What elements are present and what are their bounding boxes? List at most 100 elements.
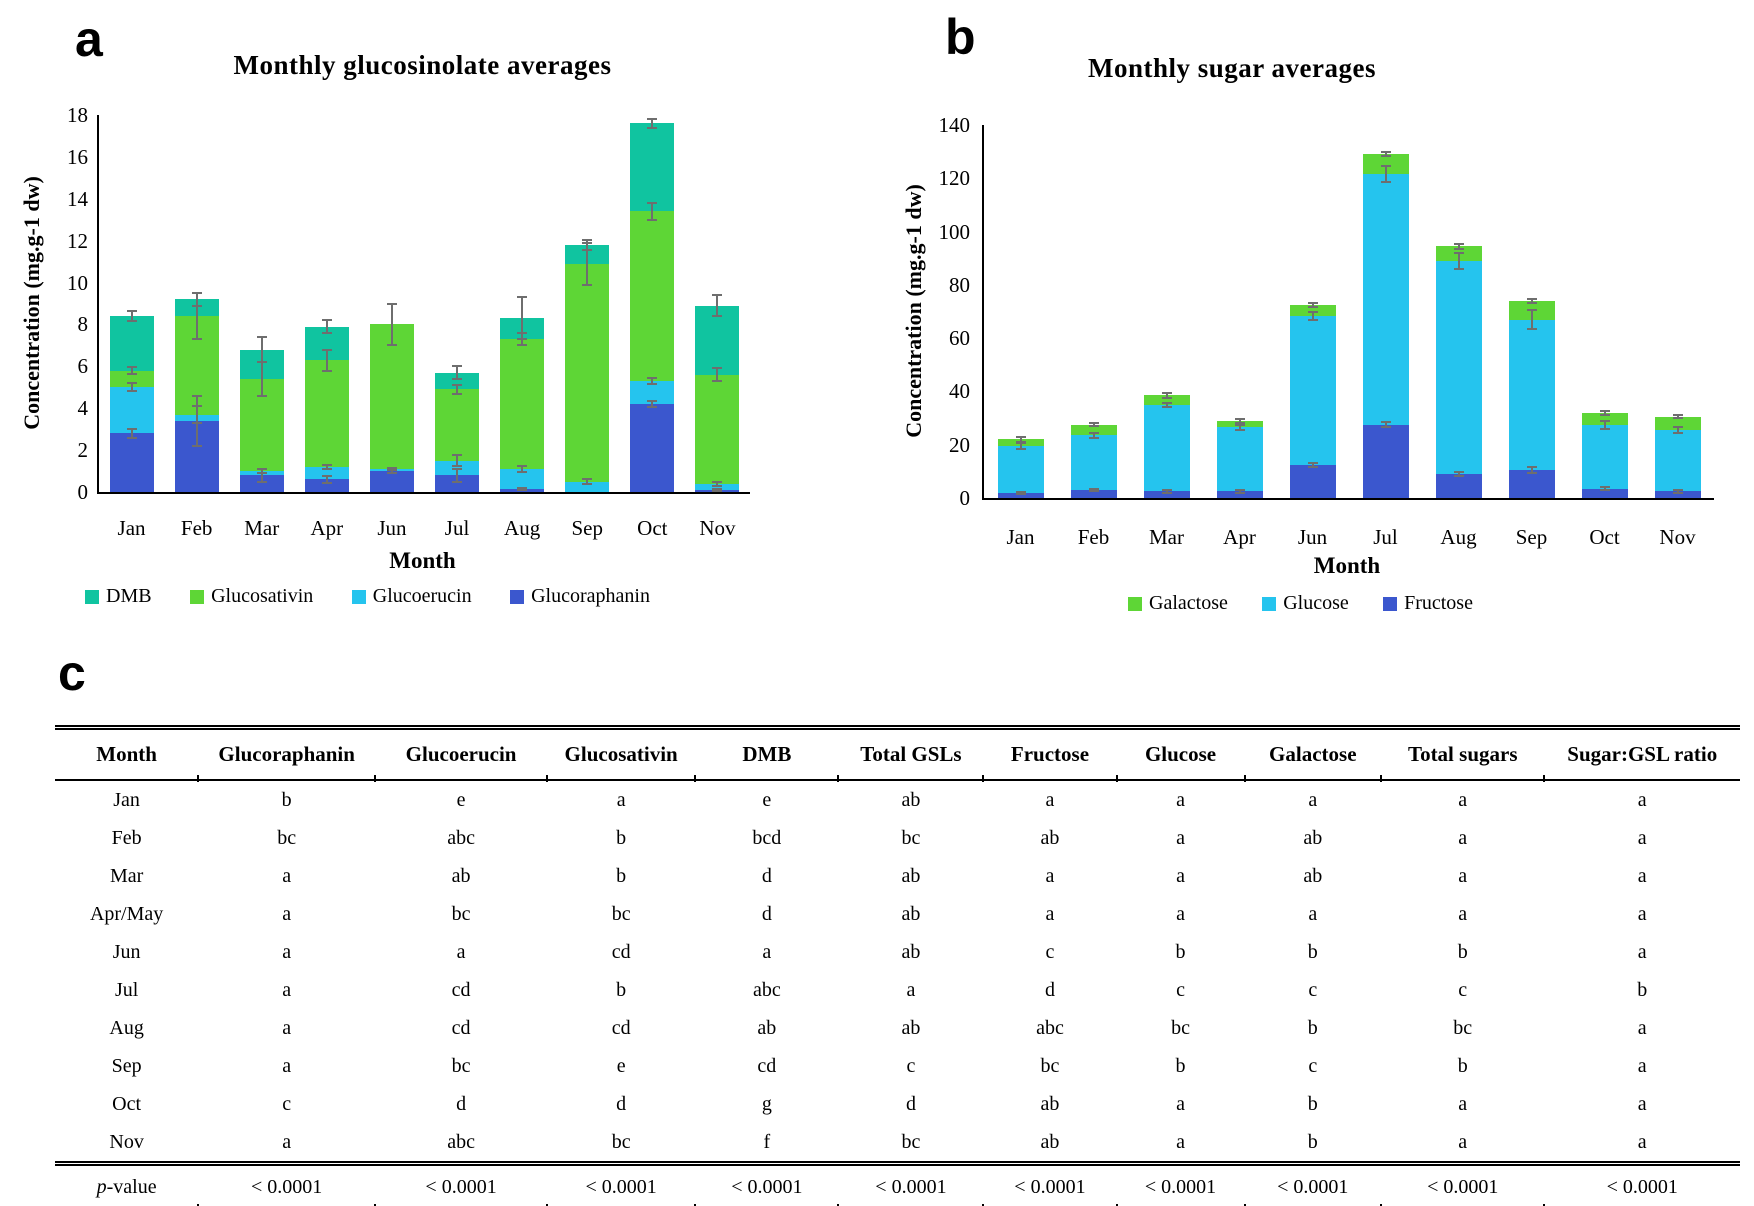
significance-cell: cd — [611, 940, 631, 963]
bar-segment-feb-fructose — [1070, 490, 1117, 498]
error-bar — [191, 292, 202, 307]
significance-cell: ab — [901, 788, 921, 811]
bar-segment-feb-glucose — [1070, 435, 1117, 491]
error-bar — [1307, 310, 1318, 321]
bar-segment-oct-dmb — [630, 123, 675, 212]
significance-cell: a — [282, 864, 292, 887]
significance-cell: bc — [611, 902, 631, 925]
x-tick-label: Jun — [1297, 525, 1328, 549]
significance-cell: a — [1458, 902, 1468, 925]
legend: Galactose Glucose Fructose — [1128, 592, 1473, 615]
legend-item-galactose: Galactose — [1128, 592, 1228, 615]
legend-swatch-galactose — [1128, 596, 1142, 611]
p-value-cell: < 0.0001 — [1544, 1161, 1740, 1206]
significance-cell: ab — [901, 902, 921, 925]
x-tick-label: Aug — [1440, 525, 1477, 549]
error-bar — [1453, 251, 1464, 270]
y-tick-label: 10 — [67, 270, 88, 295]
x-tick-label: Mar — [1149, 525, 1184, 549]
error-bar — [582, 238, 593, 252]
significance-cell: a — [1308, 788, 1318, 811]
significance-cell: a — [282, 902, 292, 925]
p-value-cell: < 0.0001 — [1116, 1161, 1246, 1206]
significance-cell: bc — [277, 826, 297, 849]
table-row-mar: Mar a ab b d ab a a ab a a — [55, 857, 1740, 895]
significance-cell: ab — [1303, 826, 1323, 849]
bar-segment-jun-glucoraphanin — [369, 471, 414, 492]
significance-cell: b — [1307, 1130, 1318, 1153]
significance-cell: a — [1637, 1092, 1647, 1115]
bar-apr — [294, 115, 359, 492]
significance-cell: ab — [901, 1016, 921, 1039]
x-tick-label: Aug — [504, 516, 541, 540]
table-row-oct: Oct c d d g d ab a b a a — [55, 1085, 1740, 1123]
significance-cell: a — [1176, 1092, 1185, 1115]
significance-cell: a — [282, 1054, 292, 1077]
significance-cell: abc — [447, 1130, 475, 1153]
error-bar — [1015, 441, 1026, 451]
significance-cell: a — [282, 940, 292, 963]
bar-segment-oct-fructose — [1581, 488, 1628, 498]
y-tick-label: 120 — [938, 166, 971, 191]
error-bar — [1161, 392, 1172, 399]
significance-cell: a — [762, 940, 772, 963]
bar-segment-jul-galactose — [1362, 154, 1409, 175]
bar-segment-jan-glucoraphanin — [109, 433, 154, 492]
error-bar — [1380, 165, 1391, 184]
bar-segment-nov-fructose — [1654, 491, 1701, 498]
column-header-glucosativin: Glucosativin — [547, 725, 697, 784]
legend-swatch-fructose — [1383, 596, 1398, 611]
significance-cell: bc — [1040, 1054, 1060, 1077]
table-body: Jan b e a e ab a a a a a Feb bc abc b bcd bc ab a ab a a Mar a a… — [55, 780, 1740, 1164]
bar-segment-nov-dmb — [695, 305, 740, 375]
legend-label: Glucosativin — [211, 585, 314, 607]
error-bar — [1526, 297, 1537, 305]
bar-segment-nov-glucose — [1654, 430, 1701, 492]
bar-aug — [1422, 125, 1495, 498]
significance-cell: a — [1045, 788, 1055, 811]
y-tick-label: 140 — [938, 113, 971, 137]
row-month-label: Mar — [109, 864, 144, 887]
x-tick-label: Nov — [1659, 525, 1696, 549]
bar-segment-apr-glucoraphanin — [304, 479, 349, 492]
bar-segment-jun-fructose — [1289, 464, 1336, 498]
error-bar — [1161, 401, 1172, 409]
error-bar — [256, 336, 267, 364]
column-header-total-gsls: Total GSLs — [838, 725, 985, 784]
significance-cell: bc — [901, 826, 921, 849]
y-tick-label: 0 — [959, 486, 971, 510]
significance-cell: a — [1637, 826, 1647, 849]
p-value-cell: < 0.0001 — [1244, 1161, 1383, 1206]
error-bar — [321, 463, 332, 471]
chart-title: Monthly sugar averages — [1088, 53, 1376, 83]
bar-segment-aug-glucosativin — [500, 339, 545, 469]
legend-label: Glucoraphanin — [531, 585, 650, 607]
significance-cell: cd — [757, 1054, 777, 1077]
error-bar — [1380, 421, 1391, 429]
significance-cell: c — [1176, 978, 1185, 1001]
x-tick-label: Sep — [1515, 525, 1548, 549]
significance-cell: b — [281, 788, 292, 811]
y-tick-label: 6 — [77, 354, 89, 379]
error-bar — [1453, 471, 1464, 477]
significance-cell: d — [1044, 978, 1055, 1001]
bar-segment-jul-glucoerucin — [435, 460, 480, 476]
significance-cell: b — [616, 826, 627, 849]
bar-segment-jun-glucosativin — [369, 324, 414, 469]
significance-cell: c — [1308, 1054, 1318, 1077]
bar-segment-aug-glucose — [1435, 260, 1482, 475]
significance-cell: b — [1175, 1054, 1186, 1077]
significance-cell: b — [1637, 978, 1648, 1001]
significance-cell: a — [282, 1130, 292, 1153]
x-tick-label: Nov — [699, 516, 736, 540]
significance-cell: c — [282, 1092, 292, 1115]
legend-item-glucoraphanin: Glucoraphanin — [510, 585, 650, 608]
error-bar — [1234, 417, 1245, 425]
error-bar — [1088, 431, 1099, 440]
error-bar — [191, 405, 202, 424]
bar-jul — [425, 115, 490, 492]
bar-segment-jan-dmb — [109, 316, 154, 371]
y-tick-label: 18 — [67, 103, 88, 127]
significance-cell: ab — [1303, 864, 1323, 887]
y-axis-ticks: 0 20 40 60 80 100 120 140 — [908, 113, 971, 510]
